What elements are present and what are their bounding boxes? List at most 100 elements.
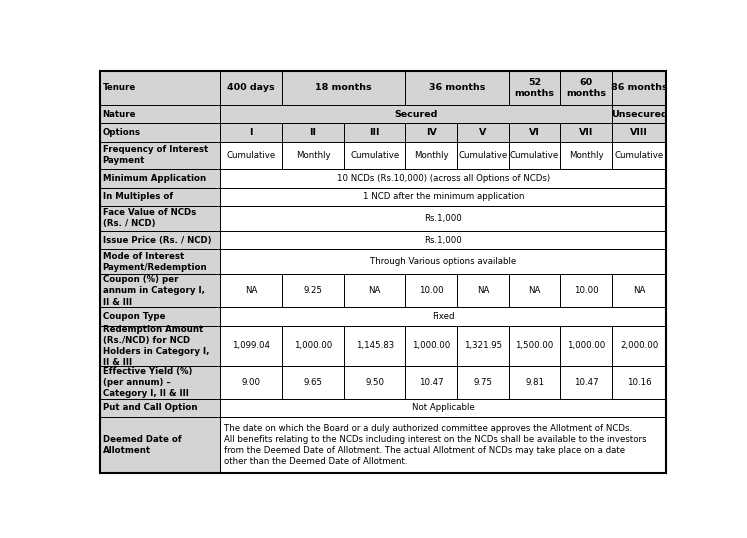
Bar (220, 105, 612, 123)
Text: 60
months: 60 months (566, 78, 606, 98)
Bar (220, 231, 666, 249)
Text: III: III (370, 128, 380, 137)
Text: Cumulative: Cumulative (459, 151, 507, 160)
Text: 9.75: 9.75 (474, 378, 492, 387)
Bar (509, 274, 560, 307)
Text: 1,500.00: 1,500.00 (515, 341, 554, 350)
Text: Monthly: Monthly (414, 151, 449, 160)
Bar (344, 123, 406, 141)
Bar (612, 274, 666, 307)
Text: Unsecured: Unsecured (610, 110, 667, 119)
Bar (612, 366, 666, 399)
Text: The date on which the Board or a duly authorized committee approves the Allotmen: The date on which the Board or a duly au… (223, 424, 646, 466)
Text: Not Applicable: Not Applicable (412, 404, 474, 413)
Text: 9.25: 9.25 (303, 286, 323, 295)
Text: VIII: VIII (630, 128, 648, 137)
Bar (282, 325, 344, 366)
Bar (509, 70, 560, 105)
Bar (220, 417, 666, 473)
Text: V: V (480, 128, 486, 137)
Text: 10 NCDs (Rs.10,000) (across all Options of NCDs): 10 NCDs (Rs.10,000) (across all Options … (337, 174, 550, 183)
Text: 10.00: 10.00 (419, 286, 444, 295)
Bar (406, 274, 457, 307)
Bar (560, 123, 612, 141)
Text: Redemption Amount
(Rs./NCD) for NCD
Holders in Category I,
II & III: Redemption Amount (Rs./NCD) for NCD Hold… (102, 324, 209, 367)
Text: NA: NA (477, 286, 489, 295)
Bar (99, 307, 220, 325)
Bar (99, 188, 220, 206)
Text: Cumulative: Cumulative (510, 151, 560, 160)
Bar (99, 274, 220, 307)
Text: Cumulative: Cumulative (350, 151, 400, 160)
Bar (99, 249, 220, 274)
Bar (220, 399, 666, 417)
Bar (406, 141, 457, 169)
Bar (560, 325, 612, 366)
Bar (344, 274, 406, 307)
Text: Options: Options (102, 128, 140, 137)
Text: Monthly: Monthly (569, 151, 604, 160)
Text: 1,000.00: 1,000.00 (294, 341, 332, 350)
Text: Cumulative: Cumulative (226, 151, 276, 160)
Bar (99, 206, 220, 231)
Text: NA: NA (633, 286, 645, 295)
Bar (282, 123, 344, 141)
Text: Monthly: Monthly (296, 151, 330, 160)
Text: I: I (249, 128, 253, 137)
Text: 2,000.00: 2,000.00 (620, 341, 658, 350)
Bar (220, 188, 666, 206)
Bar (282, 366, 344, 399)
Text: NA: NA (245, 286, 258, 295)
Text: 1,000.00: 1,000.00 (412, 341, 450, 350)
Text: 1,321.95: 1,321.95 (464, 341, 502, 350)
Text: II: II (309, 128, 317, 137)
Bar (612, 70, 666, 105)
Text: Face Value of NCDs
(Rs. / NCD): Face Value of NCDs (Rs. / NCD) (102, 208, 196, 229)
Bar (344, 325, 406, 366)
Text: 1 NCD after the minimum application: 1 NCD after the minimum application (362, 192, 524, 201)
Text: 9.00: 9.00 (242, 378, 261, 387)
Bar (220, 70, 282, 105)
Bar (220, 325, 282, 366)
Bar (612, 325, 666, 366)
Text: Mode of Interest
Payment/Redemption: Mode of Interest Payment/Redemption (102, 252, 208, 272)
Bar (457, 123, 509, 141)
Bar (509, 325, 560, 366)
Text: NA: NA (528, 286, 541, 295)
Text: 52
months: 52 months (515, 78, 554, 98)
Bar (406, 366, 457, 399)
Bar (99, 325, 220, 366)
Text: 1,145.83: 1,145.83 (356, 341, 394, 350)
Text: Secured: Secured (394, 110, 438, 119)
Bar (99, 169, 220, 188)
Bar (612, 141, 666, 169)
Bar (99, 123, 220, 141)
Text: 400 days: 400 days (228, 83, 275, 93)
Text: IV: IV (426, 128, 437, 137)
Text: 9.81: 9.81 (525, 378, 544, 387)
Bar (220, 249, 666, 274)
Text: Rs.1,000: Rs.1,000 (424, 214, 462, 223)
Bar (612, 105, 666, 123)
Bar (99, 366, 220, 399)
Bar (220, 366, 282, 399)
Bar (220, 274, 282, 307)
Bar (99, 231, 220, 249)
Bar (220, 169, 666, 188)
Bar (560, 274, 612, 307)
Bar (406, 325, 457, 366)
Bar (99, 70, 220, 105)
Bar (220, 206, 666, 231)
Text: Deemed Date of
Allotment: Deemed Date of Allotment (102, 435, 182, 455)
Bar (99, 417, 220, 473)
Text: Coupon Type: Coupon Type (102, 312, 165, 321)
Text: 10.47: 10.47 (574, 378, 598, 387)
Text: Put and Call Option: Put and Call Option (102, 404, 197, 413)
Text: 9.50: 9.50 (365, 378, 384, 387)
Text: Frequency of Interest
Payment: Frequency of Interest Payment (102, 145, 208, 166)
Text: NA: NA (368, 286, 381, 295)
Bar (282, 70, 406, 105)
Text: Through Various options available: Through Various options available (371, 257, 516, 266)
Text: 36 months: 36 months (429, 83, 486, 93)
Bar (509, 141, 560, 169)
